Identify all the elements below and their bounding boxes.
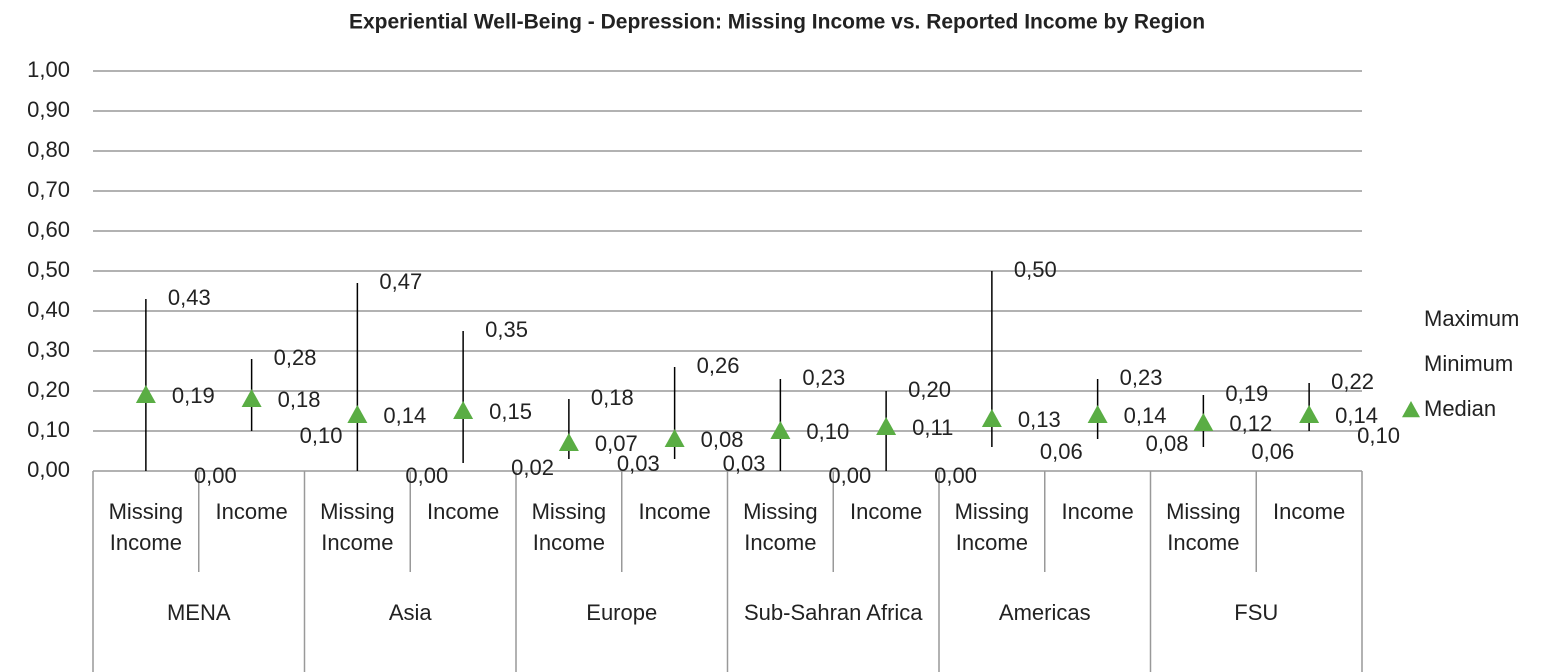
data-label: 0,08 xyxy=(1146,431,1189,456)
data-label: 0,02 xyxy=(511,455,554,480)
y-tick-label: 0,80 xyxy=(27,137,70,162)
group-label: MENA xyxy=(166,600,231,625)
y-tick-label: 1,00 xyxy=(27,57,70,82)
data-label: 0,06 xyxy=(1040,439,1083,464)
y-tick-label: 0,70 xyxy=(27,177,70,202)
data-label: 0,11 xyxy=(912,415,953,440)
median-marker xyxy=(1087,405,1108,423)
x-tick-label: Income xyxy=(638,499,711,524)
data-label: 0,00 xyxy=(194,463,237,488)
median-marker xyxy=(453,401,474,419)
x-tick-label: Missing Income xyxy=(743,499,818,555)
x-tick-label: Missing Income xyxy=(954,499,1030,555)
median-marker xyxy=(347,405,368,423)
data-label: 0,14 xyxy=(383,403,426,428)
data-label: 0,03 xyxy=(723,451,766,476)
data-label: 0,14 xyxy=(1124,403,1167,428)
x-tick-label: Income xyxy=(427,499,500,524)
median-marker xyxy=(876,417,897,435)
data-label: 0,28 xyxy=(274,345,317,370)
legend-label: Minimum xyxy=(1424,351,1513,376)
data-label: 0,19 xyxy=(1225,381,1268,406)
median-marker xyxy=(1299,405,1320,423)
data-label: 0,08 xyxy=(701,427,744,452)
y-tick-label: 0,50 xyxy=(27,257,70,282)
median-marker xyxy=(241,389,262,407)
y-tick-label: 0,20 xyxy=(27,377,70,402)
data-label: 0,07 xyxy=(595,431,638,456)
y-tick-label: 0,90 xyxy=(27,97,70,122)
data-label: 0,19 xyxy=(172,383,215,408)
data-label: 0,35 xyxy=(485,317,528,342)
data-label: 0,47 xyxy=(379,269,422,294)
data-label: 0,00 xyxy=(405,463,448,488)
data-label: 0,15 xyxy=(489,399,532,424)
y-tick-label: 0,40 xyxy=(27,297,70,322)
median-marker xyxy=(770,421,791,439)
y-tick-label: 0,10 xyxy=(27,417,70,442)
median-marker xyxy=(664,429,685,447)
data-label: 0,10 xyxy=(300,423,343,448)
data-label: 0,43 xyxy=(168,285,211,310)
data-label: 0,14 xyxy=(1335,403,1378,428)
group-label: Asia xyxy=(388,600,432,625)
data-label: 0,26 xyxy=(697,353,740,378)
group-label: Sub-Sahran Africa xyxy=(743,600,923,625)
legend-marker xyxy=(1402,401,1420,418)
data-label: 0,18 xyxy=(278,387,321,412)
x-tick-label: Income xyxy=(1061,499,1134,524)
data-label: 0,00 xyxy=(828,463,871,488)
data-label: 0,03 xyxy=(617,451,660,476)
data-label: 0,10 xyxy=(806,419,849,444)
group-label: Europe xyxy=(586,600,658,625)
x-tick-label: Missing Income xyxy=(320,499,395,555)
x-tick-label: Income xyxy=(1273,499,1346,524)
data-label: 0,13 xyxy=(1018,407,1061,432)
x-tick-label: Missing Income xyxy=(108,499,184,555)
median-marker xyxy=(1193,413,1214,431)
data-label: 0,00 xyxy=(934,463,977,488)
median-marker xyxy=(135,385,156,403)
data-label: 0,18 xyxy=(591,385,634,410)
data-label: 0,12 xyxy=(1229,411,1272,436)
data-label: 0,23 xyxy=(1120,365,1163,390)
y-tick-label: 0,00 xyxy=(27,457,70,482)
x-tick-label: Missing Income xyxy=(1166,499,1241,555)
data-label: 0,50 xyxy=(1014,257,1057,282)
data-label: 0,22 xyxy=(1331,369,1374,394)
data-label: 0,23 xyxy=(802,365,845,390)
median-marker xyxy=(558,433,579,451)
y-tick-label: 0,30 xyxy=(27,337,70,362)
data-label: 0,06 xyxy=(1251,439,1294,464)
chart-title: Experiential Well-Being - Depression: Mi… xyxy=(349,11,1205,34)
data-label: 0,10 xyxy=(1357,423,1400,448)
median-marker xyxy=(981,409,1002,427)
group-label: Americas xyxy=(998,600,1091,625)
legend-label: Maximum xyxy=(1424,306,1519,331)
x-tick-label: Income xyxy=(215,499,288,524)
legend-label: Median xyxy=(1424,396,1496,421)
x-tick-label: Income xyxy=(850,499,923,524)
x-tick-label: Missing Income xyxy=(531,499,607,555)
group-label: FSU xyxy=(1234,600,1279,625)
data-label: 0,20 xyxy=(908,377,951,402)
y-tick-label: 0,60 xyxy=(27,217,70,242)
